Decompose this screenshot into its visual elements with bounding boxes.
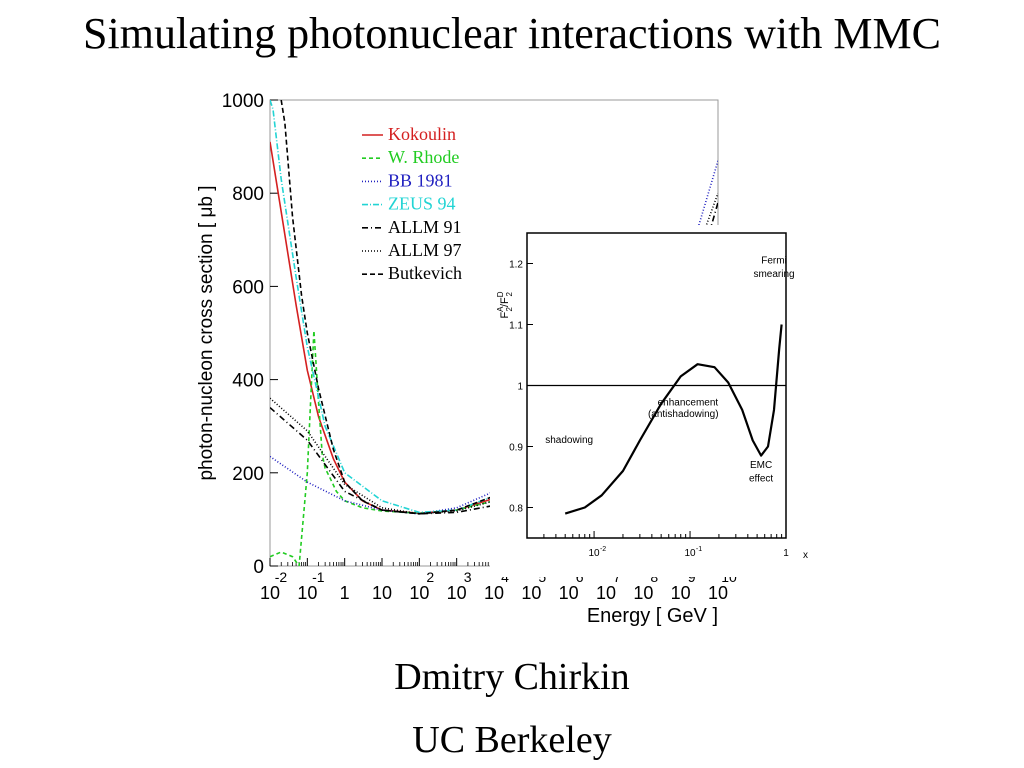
main-x-tick-exponent: 5 bbox=[538, 569, 546, 585]
inset-ylabel-num: F bbox=[499, 312, 511, 319]
author-affiliation: UC Berkeley bbox=[412, 719, 612, 761]
inset-ylabel-den: F bbox=[499, 297, 511, 304]
legend-label: Butkevich bbox=[388, 263, 462, 283]
inset-background bbox=[490, 225, 830, 577]
legend-label: W. Rhode bbox=[388, 147, 459, 167]
inset-x-tick-exponent: -1 bbox=[696, 546, 702, 553]
inset-x-axis-label: x bbox=[803, 550, 808, 561]
main-x-tick-label: 10 bbox=[559, 583, 579, 603]
main-y-tick-label: 400 bbox=[232, 371, 264, 392]
inset-y-axis-label: FA2/FD2 bbox=[496, 291, 514, 318]
main-series-line bbox=[270, 160, 718, 515]
inset-ylabel-num-sub: 2 bbox=[505, 306, 514, 311]
inset-series-line bbox=[564, 324, 783, 515]
legend-label: ALLM 91 bbox=[388, 217, 462, 237]
main-series bbox=[270, 100, 718, 566]
main-x-tick-label: 10 bbox=[671, 583, 691, 603]
main-y-tick-label: 800 bbox=[232, 184, 264, 205]
main-x-tick-exponent: 6 bbox=[576, 569, 584, 585]
main-x-tick-label: 10 bbox=[372, 583, 392, 603]
author-name: Dmitry Chirkin bbox=[394, 656, 630, 698]
svg-text:FA2/FD2: FA2/FD2 bbox=[496, 291, 514, 318]
legend-label: ZEUS 94 bbox=[388, 194, 456, 214]
main-y-tick-label: 0 bbox=[253, 557, 264, 578]
inset-annotation: smearing bbox=[753, 269, 794, 280]
inset-x-ticks: 10 -2 10 -1 1 bbox=[526, 531, 789, 559]
main-x-tick-exponent: 3 bbox=[464, 569, 472, 585]
inset-ylabel-den-sup: D bbox=[496, 291, 505, 297]
inset-annotation: enhancement bbox=[658, 398, 719, 409]
main-x-tick-label: 1 bbox=[340, 583, 350, 603]
main-x-tick-exponent: 2 bbox=[426, 569, 434, 585]
inset-y-tick-label: 0.8 bbox=[509, 504, 523, 515]
main-x-tick-exponent: -2 bbox=[275, 569, 288, 585]
legend-label: Kokoulin bbox=[388, 124, 456, 144]
inset-ylabel-den-sub: 2 bbox=[505, 291, 514, 296]
legend-label: BB 1981 bbox=[388, 170, 453, 190]
main-x-tick-label: 10 bbox=[260, 583, 280, 603]
main-y-axis-label: photon-nucleon cross section [ μb ] bbox=[196, 185, 217, 480]
inset-y-tick-label: 0.9 bbox=[509, 443, 523, 454]
main-x-tick-label: 10 bbox=[521, 583, 541, 603]
main-y-tick-label: 200 bbox=[232, 464, 264, 485]
main-series-line bbox=[280, 100, 532, 515]
main-y-ticks: 0 200 400 600 800 1000 bbox=[222, 91, 278, 578]
inset-annotation: (antishadowing) bbox=[648, 409, 719, 420]
inset-x-tick-label: 10 bbox=[589, 548, 601, 559]
inset-y-tick-label: 1.2 bbox=[509, 260, 523, 271]
inset-annotation: Fermi bbox=[761, 256, 787, 267]
main-series-line bbox=[270, 330, 532, 566]
inset-annotation: effect bbox=[749, 473, 773, 484]
inset-structure-function-chart: 0.80.911.11.2 10 -2 10 -1 1 shadowingenhance… bbox=[490, 225, 830, 577]
inset-annotations: shadowing enhancement(antishadowing) EMC ef… bbox=[545, 256, 794, 485]
main-x-tick-label: 10 bbox=[484, 583, 504, 603]
main-y-tick-label: 1000 bbox=[222, 91, 264, 112]
main-y-tick-label: 600 bbox=[232, 277, 264, 298]
inset-annotation: shadowing bbox=[545, 435, 593, 446]
main-x-tick-label: 10 bbox=[297, 583, 317, 603]
main-x-tick-label: 10 bbox=[447, 583, 467, 603]
main-series-line bbox=[270, 100, 532, 514]
inset-annotation: EMC bbox=[750, 460, 772, 471]
main-legend: Kokoulin W. Rhode BB 1981 ZEUS 94 ALLM 91 ALL… bbox=[362, 124, 462, 283]
inset-x-tick-label: 10 bbox=[684, 548, 696, 559]
main-series-line bbox=[270, 192, 718, 515]
main-x-tick-label: 10 bbox=[409, 583, 429, 603]
inset-y-tick-label: 1 bbox=[517, 382, 523, 393]
slide-title: Simulating photonuclear interactions wit… bbox=[83, 9, 941, 58]
main-x-tick-exponent: 8 bbox=[650, 569, 658, 585]
main-x-tick-exponent: 4 bbox=[501, 569, 509, 585]
inset-ylabel-num-sup: A bbox=[496, 306, 505, 312]
main-x-tick-exponent: 7 bbox=[613, 569, 621, 585]
inset-x-tick-label: 1 bbox=[783, 548, 789, 559]
inset-series bbox=[564, 324, 783, 515]
main-x-tick-exponent: -1 bbox=[312, 569, 325, 585]
main-x-tick-label: 10 bbox=[633, 583, 653, 603]
legend-label: ALLM 97 bbox=[388, 240, 462, 260]
main-x-tick-label: 10 bbox=[596, 583, 616, 603]
inset-y-tick-label: 1.1 bbox=[509, 321, 523, 332]
main-x-axis-label: Energy [ GeV ] bbox=[587, 605, 718, 627]
main-x-tick-label: 10 bbox=[708, 583, 728, 603]
inset-x-tick-exponent: -2 bbox=[600, 546, 606, 553]
main-x-tick-exponent: 9 bbox=[688, 569, 696, 585]
